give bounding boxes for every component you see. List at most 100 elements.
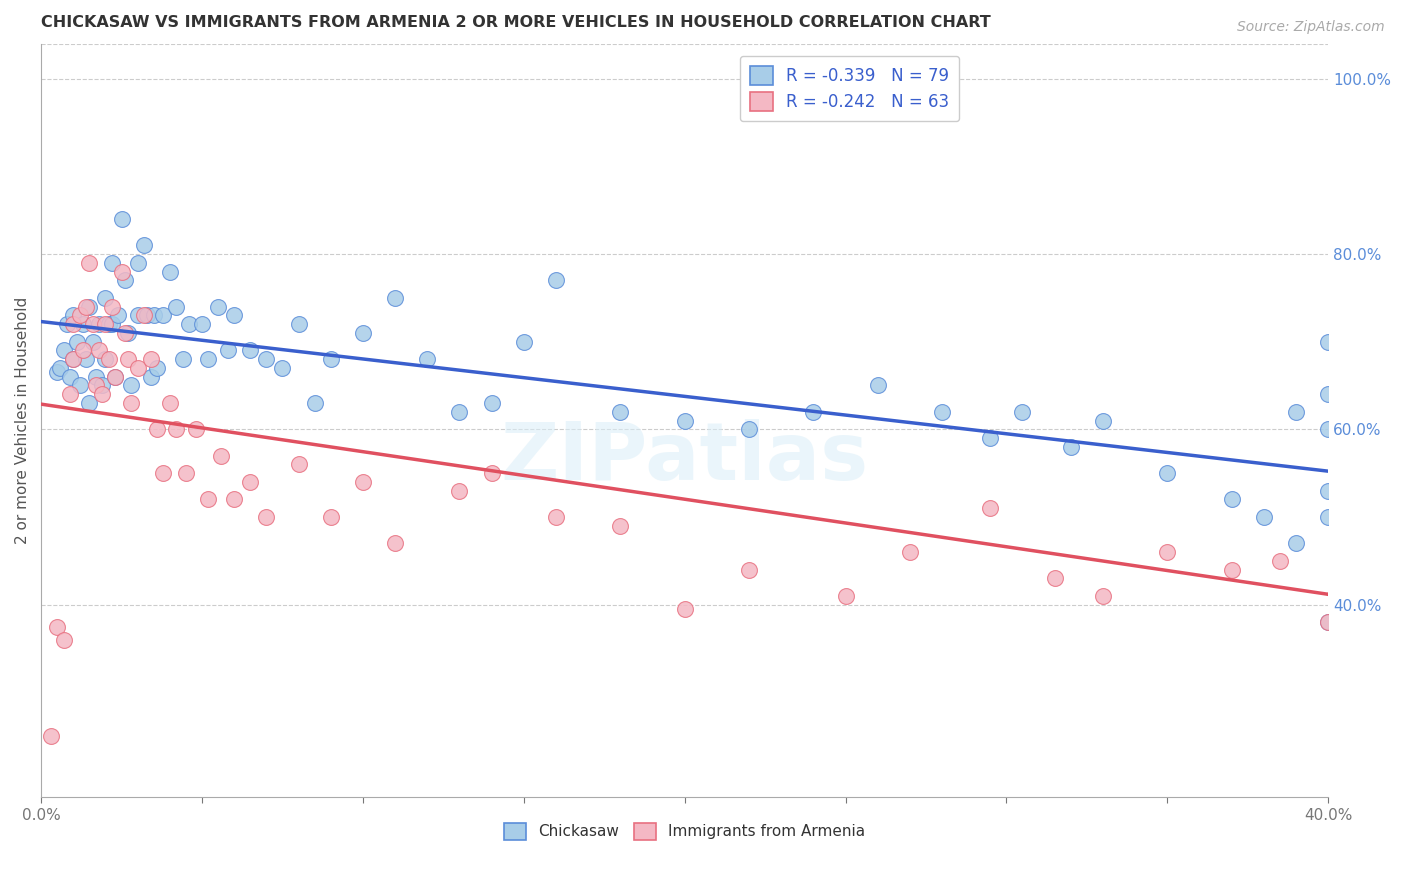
Point bbox=[197, 352, 219, 367]
Point bbox=[114, 273, 136, 287]
Point bbox=[1060, 440, 1083, 454]
Point bbox=[91, 378, 114, 392]
Point bbox=[117, 352, 139, 367]
Point bbox=[1317, 615, 1340, 629]
Point bbox=[1317, 615, 1340, 629]
Point bbox=[801, 405, 824, 419]
Point bbox=[69, 378, 91, 392]
Point bbox=[1317, 387, 1340, 401]
Point bbox=[287, 317, 309, 331]
Point bbox=[898, 545, 921, 559]
Point bbox=[49, 361, 72, 376]
Point bbox=[319, 352, 342, 367]
Point bbox=[271, 361, 294, 376]
Point bbox=[224, 309, 246, 323]
Point bbox=[117, 326, 139, 340]
Point bbox=[1268, 554, 1291, 568]
Point bbox=[1220, 563, 1243, 577]
Point bbox=[481, 466, 503, 480]
Text: Source: ZipAtlas.com: Source: ZipAtlas.com bbox=[1237, 20, 1385, 34]
Point bbox=[866, 378, 889, 392]
Point bbox=[159, 396, 181, 410]
Point bbox=[1011, 405, 1033, 419]
Point bbox=[239, 343, 262, 358]
Point bbox=[1285, 536, 1308, 550]
Point bbox=[1156, 466, 1178, 480]
Point bbox=[1317, 483, 1340, 498]
Point bbox=[152, 309, 174, 323]
Point bbox=[75, 300, 97, 314]
Point bbox=[127, 309, 149, 323]
Point bbox=[39, 729, 62, 743]
Point bbox=[62, 352, 84, 367]
Point bbox=[107, 309, 129, 323]
Point bbox=[449, 405, 471, 419]
Point bbox=[101, 300, 124, 314]
Point bbox=[84, 369, 107, 384]
Point bbox=[174, 466, 197, 480]
Point bbox=[1350, 589, 1372, 603]
Point bbox=[56, 317, 79, 331]
Point bbox=[79, 256, 101, 270]
Point bbox=[1317, 422, 1340, 436]
Point bbox=[1253, 510, 1275, 524]
Point bbox=[209, 449, 232, 463]
Point bbox=[97, 317, 120, 331]
Point bbox=[120, 396, 142, 410]
Point bbox=[304, 396, 326, 410]
Point bbox=[673, 413, 696, 427]
Point bbox=[146, 361, 169, 376]
Point bbox=[127, 361, 149, 376]
Point bbox=[65, 334, 87, 349]
Point bbox=[159, 264, 181, 278]
Point bbox=[59, 369, 82, 384]
Point bbox=[384, 536, 406, 550]
Point bbox=[979, 431, 1001, 445]
Point bbox=[87, 317, 110, 331]
Point bbox=[184, 422, 207, 436]
Point bbox=[287, 458, 309, 472]
Point bbox=[127, 256, 149, 270]
Point bbox=[481, 396, 503, 410]
Point bbox=[544, 273, 567, 287]
Point bbox=[1091, 589, 1114, 603]
Point bbox=[69, 309, 91, 323]
Point bbox=[449, 483, 471, 498]
Point bbox=[142, 309, 165, 323]
Point bbox=[416, 352, 439, 367]
Point bbox=[101, 256, 124, 270]
Point bbox=[217, 343, 239, 358]
Point bbox=[544, 510, 567, 524]
Point bbox=[62, 352, 84, 367]
Point bbox=[1091, 413, 1114, 427]
Point bbox=[609, 405, 631, 419]
Point bbox=[352, 326, 374, 340]
Point bbox=[91, 387, 114, 401]
Point bbox=[1043, 571, 1066, 585]
Point bbox=[101, 317, 124, 331]
Point bbox=[179, 317, 201, 331]
Point bbox=[165, 422, 187, 436]
Point bbox=[1285, 405, 1308, 419]
Point bbox=[146, 422, 169, 436]
Point bbox=[94, 291, 117, 305]
Point bbox=[87, 343, 110, 358]
Point bbox=[82, 317, 104, 331]
Point bbox=[59, 387, 82, 401]
Point bbox=[94, 317, 117, 331]
Point bbox=[79, 300, 101, 314]
Point bbox=[1156, 545, 1178, 559]
Point bbox=[110, 264, 132, 278]
Point bbox=[84, 378, 107, 392]
Point bbox=[931, 405, 953, 419]
Point bbox=[136, 309, 159, 323]
Point bbox=[52, 343, 75, 358]
Point bbox=[72, 343, 94, 358]
Point bbox=[609, 518, 631, 533]
Point bbox=[152, 466, 174, 480]
Point bbox=[673, 602, 696, 616]
Point bbox=[94, 352, 117, 367]
Point bbox=[1220, 492, 1243, 507]
Point bbox=[254, 510, 277, 524]
Point bbox=[207, 300, 229, 314]
